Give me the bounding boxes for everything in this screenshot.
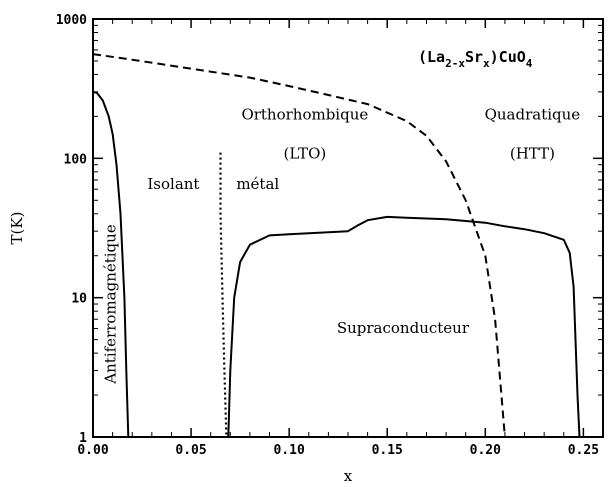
region-label: Isolant	[147, 175, 199, 193]
region-label: Supraconducteur	[337, 319, 470, 337]
phase-boundary-dotted-1	[219, 152, 228, 438]
plot-frame	[92, 18, 604, 438]
region-label: (HTT)	[510, 144, 555, 162]
y-tick-label: 1	[79, 431, 87, 446]
region-label: (LTO)	[283, 144, 326, 162]
phase-boundary-solid-3	[227, 215, 581, 438]
phase-curves	[92, 53, 581, 438]
x-tick-label: 0.05	[175, 443, 206, 458]
x-tick-label: 0.25	[568, 443, 599, 458]
y-tick-label: 100	[64, 152, 88, 167]
x-axis-label: x	[344, 467, 353, 485]
x-tick-label: 0.10	[273, 443, 304, 458]
x-tick-label: 0.20	[470, 443, 501, 458]
axis-ticks	[92, 18, 604, 438]
region-label: Orthorhombique	[241, 105, 368, 123]
tick-labels: 0.00 0.05 0.10 0.15 0.20 0.25 1 10 100 1000	[56, 13, 599, 458]
y-axis-label: T(K)	[8, 212, 26, 245]
y-tick-label: 10	[71, 292, 87, 307]
x-tick-label: 0.15	[372, 443, 403, 458]
region-label: métal	[236, 175, 279, 193]
y-tick-label: 1000	[56, 13, 87, 28]
phase-boundary-dashed-2	[92, 53, 506, 438]
phase-boundary-solid-0	[92, 90, 130, 438]
region-labels: Antiferromagnétique Isolant métal Orthorhom…	[102, 105, 581, 384]
region-label: Quadratique	[485, 105, 581, 123]
x-tick-label: 0.00	[77, 443, 108, 458]
region-label: Antiferromagnétique	[102, 224, 120, 385]
chemical-formula: (La2-xSrx)CuO4	[418, 48, 533, 70]
